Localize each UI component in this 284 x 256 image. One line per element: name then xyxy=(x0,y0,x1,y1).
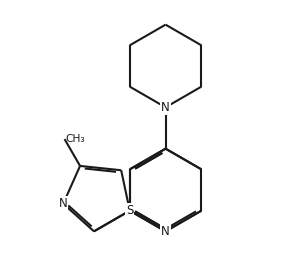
Text: S: S xyxy=(126,204,133,217)
Text: CH₃: CH₃ xyxy=(65,134,85,144)
Text: N: N xyxy=(161,101,170,114)
Text: N: N xyxy=(161,225,170,238)
Text: N: N xyxy=(59,197,68,210)
